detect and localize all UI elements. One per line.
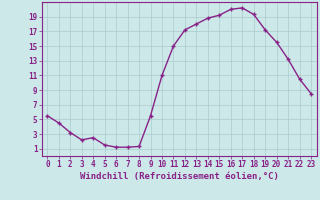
X-axis label: Windchill (Refroidissement éolien,°C): Windchill (Refroidissement éolien,°C): [80, 172, 279, 181]
